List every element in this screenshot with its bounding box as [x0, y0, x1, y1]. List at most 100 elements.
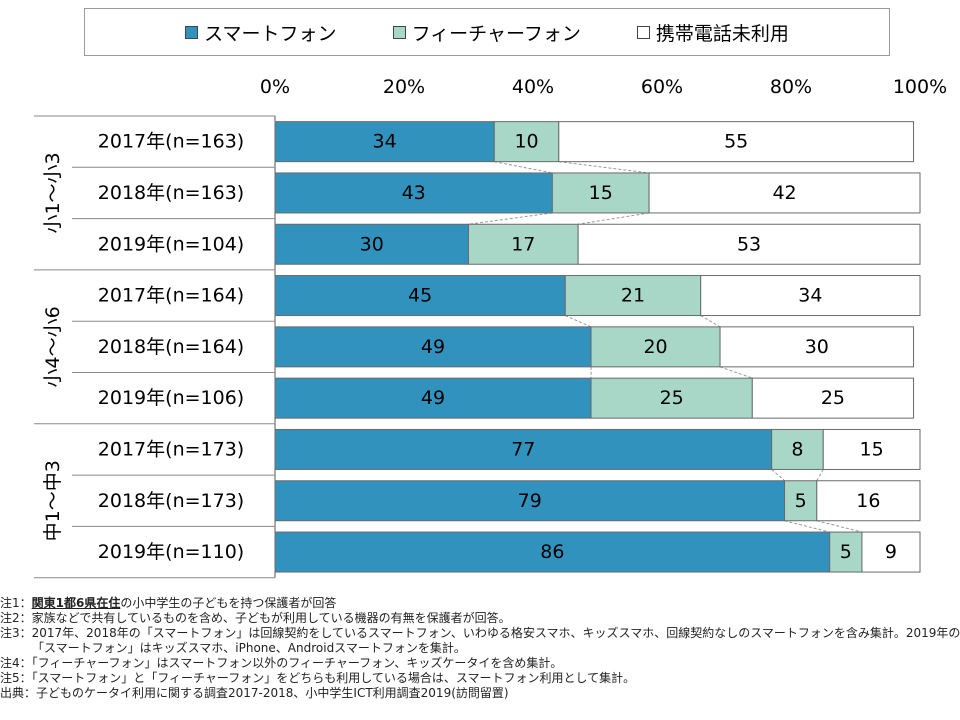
data-label: 34 — [798, 285, 822, 307]
category-label: 2018年(n=173) — [98, 490, 244, 512]
category-label: 2017年(n=173) — [98, 438, 244, 460]
legend-item-smartphone: スマートフォン — [185, 19, 337, 46]
bar-segment-smartphone — [274, 428, 773, 470]
data-label: 8 — [791, 438, 803, 460]
series-connector-line — [468, 212, 553, 225]
data-label: 25 — [660, 387, 684, 409]
data-label: 34 — [373, 131, 397, 153]
category-label: 2017年(n=164) — [98, 285, 244, 307]
category-label: 2019年(n=106) — [98, 387, 244, 409]
bar-segment-featurephone — [590, 326, 721, 368]
data-label: 30 — [360, 233, 384, 255]
x-tick-label: 60% — [641, 76, 683, 98]
legend-swatch-featurephone — [392, 25, 406, 39]
series-connector-line — [578, 212, 650, 225]
series-connector-line — [700, 315, 721, 328]
bar-segment-smartphone — [274, 531, 831, 573]
bar-segment-smartphone — [274, 377, 592, 419]
data-label: 53 — [737, 233, 761, 255]
note-5: 注5：「スマートフォン」と「フィーチャーフォン」をどちらも利用している場合は、ス… — [0, 671, 636, 685]
bar-segment-none — [861, 531, 921, 573]
data-label: 15 — [589, 182, 613, 204]
note-3b: 「スマートフォン」はキッズスマホ、iPhone、Androidスマートフォンを集… — [32, 641, 466, 655]
group-label: 小4～小6 — [42, 306, 64, 387]
legend-label-none: 携帯電話未利用 — [655, 22, 789, 45]
data-label: 25 — [821, 387, 845, 409]
group-label: 小1～小3 — [42, 152, 64, 233]
bar-segment-none — [816, 480, 921, 522]
series-connector-line — [784, 520, 830, 533]
note-2: 注2：家族などで共有しているものを含め、子どもが利用している機器の有無を保護者が… — [0, 611, 511, 625]
bar-segment-smartphone — [274, 480, 786, 522]
x-tick-label: 0% — [260, 76, 290, 98]
bar-segment-smartphone — [274, 275, 566, 317]
note-1-emphasis: 関東1都6県在住 — [31, 596, 121, 610]
category-label: 2019年(n=104) — [98, 233, 244, 255]
data-label: 20 — [643, 336, 667, 358]
data-label: 45 — [408, 285, 432, 307]
stacked-bar-chart: 0% 20% 40% 60% 80% 100% 小1～小3 小4～小6 中1～中3 2017年(n… — [34, 76, 947, 579]
bar-segment-featurephone — [771, 428, 824, 470]
data-label: 5 — [795, 490, 807, 512]
bar-segment-none — [751, 377, 915, 419]
legend-label-featurephone: フィーチャーフォン — [411, 22, 581, 45]
series-connector-line — [565, 315, 592, 328]
data-label: 77 — [511, 438, 535, 460]
bar-segment-featurephone — [564, 275, 702, 317]
category-label: 2017年(n=163) — [98, 131, 244, 153]
legend-label-smartphone: スマートフォン — [204, 22, 337, 45]
series-connector-line — [719, 366, 753, 379]
bar-segment-featurephone — [468, 223, 579, 265]
x-tick-label: 20% — [383, 76, 425, 98]
category-label: 2018年(n=164) — [98, 336, 244, 358]
note-3a: 注3：2017年、2018年の「スマートフォン」は回線契約をしているスマートフォ… — [0, 626, 960, 640]
data-label: 17 — [511, 233, 535, 255]
bar-segment-featurephone — [493, 121, 560, 163]
data-label: 49 — [421, 336, 445, 358]
data-label: 30 — [805, 336, 829, 358]
category-label: 2019年(n=110) — [98, 541, 244, 563]
data-label: 79 — [518, 490, 542, 512]
bar-segment-none — [700, 275, 921, 317]
data-label: 10 — [514, 131, 538, 153]
bar-segment-smartphone — [274, 121, 495, 163]
bar-segment-featurephone — [590, 377, 753, 419]
data-label: 9 — [885, 541, 897, 563]
category-label: 2018年(n=163) — [98, 182, 244, 204]
data-label: 15 — [860, 438, 884, 460]
bar-segment-none — [648, 172, 921, 214]
legend-swatch-none — [636, 25, 650, 39]
bar-segment-none — [577, 223, 921, 265]
series-connector-line — [816, 520, 863, 533]
note-1-rest: の小中学生の子どもを持つ保護者が回答 — [120, 596, 337, 610]
bar-segment-smartphone — [274, 326, 592, 368]
note-source: 出典：子どものケータイ利用に関する調査2017-2018、小中学生ICT利用調査… — [0, 686, 509, 700]
data-label: 5 — [840, 541, 852, 563]
series-connector-line — [494, 161, 553, 174]
footnotes: 注1：関東1都6県在住の小中学生の子どもを持つ保護者が回答 注2：家族などで共有… — [0, 596, 960, 701]
series-connector-line — [771, 469, 785, 482]
bar-segment-featurephone — [551, 172, 650, 214]
series-connector-line — [558, 161, 650, 174]
x-tick-label: 100% — [893, 76, 947, 98]
data-label: 43 — [402, 182, 426, 204]
note-1: 注1：関東1都6県在住の小中学生の子どもを持つ保護者が回答 — [0, 596, 960, 611]
legend-item-featurephone: フィーチャーフォン — [392, 19, 581, 46]
data-label: 16 — [856, 490, 880, 512]
series-connector-line — [816, 469, 824, 481]
x-tick-label: 40% — [512, 76, 554, 98]
group-label: 中1～中3 — [42, 460, 64, 541]
bar-segment-smartphone — [274, 172, 553, 214]
bar-segment-none — [822, 428, 921, 470]
data-label: 49 — [421, 387, 445, 409]
legend: スマートフォン フィーチャーフォン 携帯電話未利用 — [84, 8, 890, 56]
data-label: 86 — [540, 541, 564, 563]
note-4: 注4：「フィーチャーフォン」はスマートフォン以外のフィーチャーフォン、キッズケー… — [0, 656, 563, 670]
data-label: 42 — [772, 182, 796, 204]
legend-item-none: 携帯電話未利用 — [636, 19, 789, 46]
bar-segment-none — [719, 326, 915, 368]
legend-swatch-smartphone — [185, 25, 199, 39]
note-1-prefix: 注1： — [0, 596, 32, 610]
x-tick-label: 80% — [770, 76, 812, 98]
data-label: 21 — [621, 285, 645, 307]
